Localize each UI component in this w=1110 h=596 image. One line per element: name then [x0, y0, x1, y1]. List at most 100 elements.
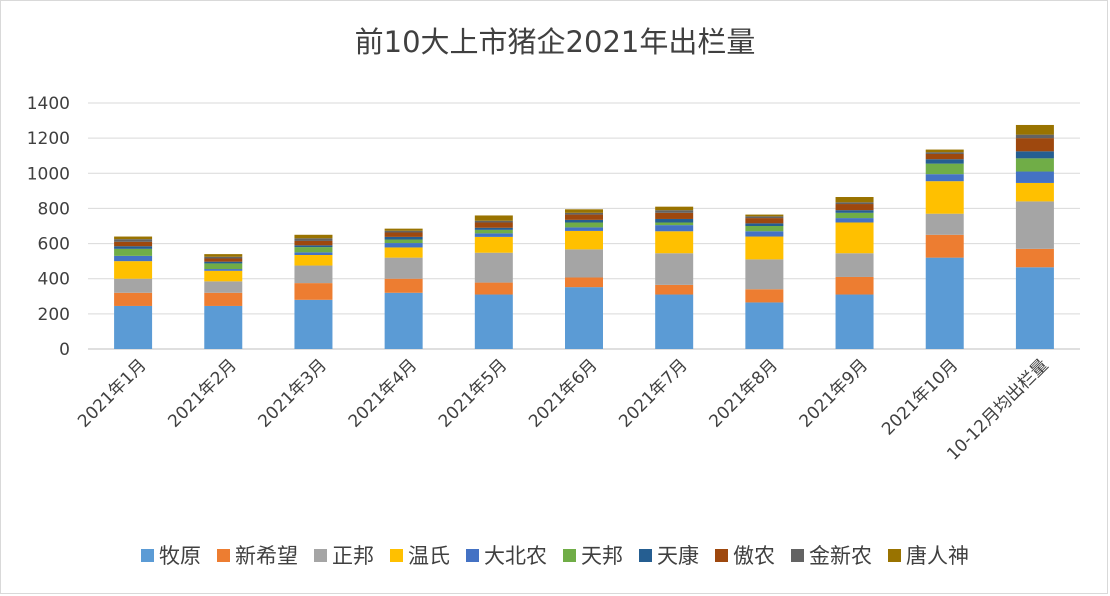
bar-segment: [835, 253, 874, 277]
bar-segment: [474, 220, 513, 223]
bar-segment: [1015, 124, 1054, 135]
bar-segment: [655, 253, 694, 285]
bar-segment: [114, 246, 153, 249]
bar-segment: [1015, 201, 1054, 249]
legend-swatch: [715, 549, 728, 562]
legend-swatch: [390, 549, 403, 562]
bar-segment: [925, 181, 964, 214]
bar-segment: [655, 225, 694, 232]
bar-segment: [204, 254, 243, 257]
bar-segment: [565, 249, 603, 278]
bar-segment: [655, 218, 694, 223]
bar-segment: [294, 234, 333, 239]
bar-segment: [474, 222, 513, 228]
legend-label: 金新农: [809, 544, 872, 568]
bar-segment: [114, 239, 153, 242]
legend: 牧原 新希望 正邦 温氏 大北农 天邦 天康 傲农 金新农 唐人神: [141, 544, 969, 568]
bar-segment: [925, 257, 964, 349]
bar-segment: [294, 247, 333, 253]
bar-segment: [565, 209, 603, 213]
bar-segment: [474, 252, 513, 283]
bar-segment: [114, 255, 153, 262]
bar-segment: [745, 216, 784, 219]
legend-label: 唐人神: [906, 544, 969, 568]
legend-swatch: [466, 549, 479, 562]
legend-swatch: [314, 549, 327, 562]
bar-segment: [294, 254, 333, 266]
bar-segment: [294, 299, 333, 349]
bar-segment: [925, 213, 964, 235]
bar-segment: [114, 261, 153, 279]
gridlines: [88, 102, 1080, 350]
legend-label: 牧原: [159, 544, 201, 568]
x-tick-label: 2021年4月: [345, 355, 421, 431]
bar-segment: [474, 236, 513, 253]
bar-segment: [835, 218, 874, 223]
x-tick-label: 2021年6月: [525, 355, 601, 431]
bar-segment: [204, 263, 243, 270]
bar-segment: [835, 222, 874, 254]
bar-segment: [655, 284, 694, 295]
y-tick-label: 800: [38, 199, 70, 219]
bar-segment: [294, 283, 333, 300]
legend-swatch: [563, 549, 576, 562]
bar-segment: [655, 206, 694, 211]
bar-segment: [114, 305, 153, 349]
bar-segment: [1015, 138, 1054, 152]
bar-segment: [1015, 151, 1054, 159]
bar-segment: [1015, 182, 1054, 202]
bar-segment: [745, 223, 784, 226]
bar-segment: [835, 204, 874, 211]
bar-segment: [384, 239, 423, 244]
bar-segment: [565, 212, 603, 215]
bar-segment: [384, 230, 423, 233]
bar-segment: [925, 174, 964, 182]
bar-segment: [1015, 267, 1054, 349]
bar-segment: [565, 222, 603, 228]
legend-swatch: [639, 549, 652, 562]
bar-segment: [565, 227, 603, 231]
bar-segment: [745, 218, 784, 224]
chart-title: 前10大上市猪企2021年出栏量: [355, 25, 756, 59]
bar-segment: [294, 238, 333, 241]
bar-segment: [474, 282, 513, 295]
bar-segment: [565, 287, 603, 349]
bar-segment: [474, 229, 513, 234]
bar-segment: [565, 277, 603, 288]
y-tick-label: 600: [38, 235, 70, 255]
legend-swatch: [141, 549, 154, 562]
bar-segment: [1015, 248, 1054, 268]
x-tick-label: 2021年5月: [435, 355, 511, 431]
bar-segment: [655, 231, 694, 254]
bar-segment: [204, 261, 243, 264]
bar-segment: [114, 292, 153, 306]
legend-label: 新希望: [235, 544, 298, 568]
bar-segment: [204, 270, 243, 282]
bar-segment: [384, 228, 423, 231]
bar-segment: [835, 212, 874, 219]
bar-segment: [294, 245, 333, 248]
bar-segment: [1015, 171, 1054, 183]
bar-segment: [204, 281, 243, 293]
y-tick-label: 0: [59, 340, 70, 360]
bar-segment: [204, 269, 243, 271]
bar-segment: [655, 210, 694, 213]
bar-segment: [294, 252, 333, 255]
bar-segment: [835, 197, 874, 203]
bar-segment: [835, 202, 874, 205]
bar-segment: [384, 247, 423, 258]
bar-segment: [745, 231, 784, 237]
bar-segment: [655, 222, 694, 226]
x-tick-label: 2021年2月: [164, 355, 240, 431]
bar-segment: [114, 241, 153, 247]
bar-segment: [474, 294, 513, 349]
legend-label: 傲农: [733, 544, 775, 568]
legend-swatch: [888, 549, 901, 562]
y-tick-label: 200: [38, 305, 70, 325]
x-tick-label: 2021年7月: [615, 355, 691, 431]
legend-label: 大北农: [484, 544, 547, 568]
bars: [114, 124, 1054, 349]
bar-segment: [655, 212, 694, 219]
x-tick-label: 2021年9月: [796, 355, 872, 431]
